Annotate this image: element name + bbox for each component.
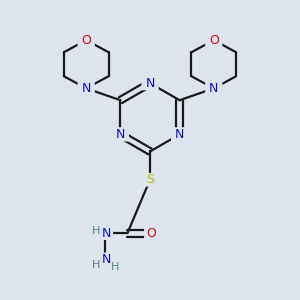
Text: N: N xyxy=(209,82,218,95)
Text: S: S xyxy=(146,173,154,186)
Text: H: H xyxy=(92,260,100,270)
FancyBboxPatch shape xyxy=(112,127,129,142)
FancyBboxPatch shape xyxy=(205,81,222,95)
FancyBboxPatch shape xyxy=(78,81,95,95)
Text: H: H xyxy=(110,262,119,272)
Text: O: O xyxy=(81,34,91,47)
FancyBboxPatch shape xyxy=(100,253,113,266)
FancyBboxPatch shape xyxy=(142,173,158,187)
FancyBboxPatch shape xyxy=(91,260,102,271)
Text: N: N xyxy=(145,76,155,90)
FancyBboxPatch shape xyxy=(91,225,102,237)
FancyBboxPatch shape xyxy=(78,33,95,47)
Text: N: N xyxy=(102,227,111,240)
Text: N: N xyxy=(82,82,91,95)
Text: H: H xyxy=(92,226,100,236)
Text: O: O xyxy=(146,227,156,240)
FancyBboxPatch shape xyxy=(144,226,158,240)
FancyBboxPatch shape xyxy=(141,76,159,90)
Text: O: O xyxy=(209,34,219,47)
Text: N: N xyxy=(102,253,111,266)
Text: N: N xyxy=(116,128,125,141)
FancyBboxPatch shape xyxy=(100,226,113,240)
FancyBboxPatch shape xyxy=(205,33,222,47)
FancyBboxPatch shape xyxy=(109,261,120,273)
Text: N: N xyxy=(175,128,184,141)
FancyBboxPatch shape xyxy=(171,127,188,142)
